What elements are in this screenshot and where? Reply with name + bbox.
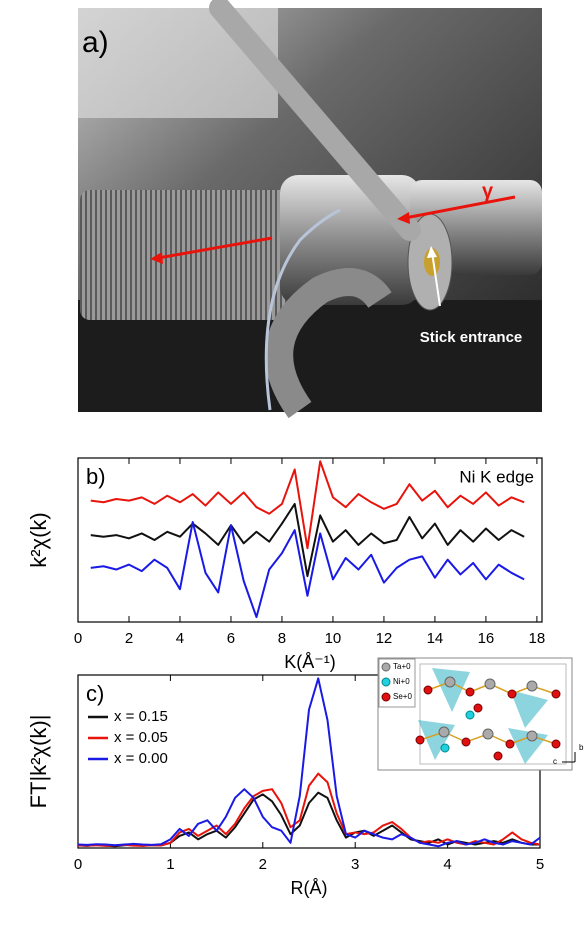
inset-axis-label: c [553,757,557,766]
photo-bellows [80,190,290,320]
inset-atom [551,689,561,699]
data-line [77,772,541,847]
inset-prism [508,728,548,764]
data-line [77,791,540,848]
inset-legend-label: Ta+0 [393,662,411,671]
inset-atom [484,678,496,690]
inset-atom [461,737,471,747]
y-axis-label: k²χ(k) [26,512,51,568]
inset-atom [465,710,475,720]
inset-atom [505,739,515,749]
inset-axis-label: b [579,743,584,752]
inset-atom [465,687,475,697]
x-tick-label: 3 [351,856,359,873]
inset-atom [482,728,494,740]
inset-prism [432,668,470,712]
data-line [90,502,525,578]
panel-label: b) [86,464,106,489]
inset-atom [438,726,450,738]
x-tick-label: 8 [278,630,286,647]
x-tick-label: 4 [176,630,184,647]
x-axis-label: R(Å) [291,878,328,898]
legend-label: x = 0.15 [114,708,168,725]
x-tick-label: 6 [227,630,235,647]
legend-label: x = 0.00 [114,750,168,767]
photo-hose [265,268,392,419]
x-tick-label: 12 [376,630,393,647]
inset-atom [551,739,561,749]
x-tick-label: 16 [478,630,495,647]
annotation: Ni K edge [459,467,534,486]
data-line [90,520,525,619]
inset-legend-swatch [381,692,391,702]
inset-atom [526,730,538,742]
x-tick-label: 4 [443,856,451,873]
inset-atom [415,735,425,745]
panel-label: c) [86,681,104,706]
photo-annotation: Stick entrance [420,329,523,346]
x-tick-label: 0 [74,856,82,873]
inset-legend-label: Se+0 [393,692,412,701]
inset-atom [473,703,483,713]
x-tick-label: 18 [529,630,546,647]
x-tick-label: 2 [259,856,267,873]
x-axis-label: K(Å⁻¹) [284,652,336,672]
inset-atom [423,685,433,695]
beam-label: γ [482,180,494,202]
photo: a) γ Stick entrance [78,0,542,419]
panel-label: a) [82,26,109,59]
x-tick-label: 1 [166,856,174,873]
inset-legend-label: Ni+0 [393,677,410,686]
data-line [90,460,525,550]
photo-arrow [404,195,516,220]
inset-prism [510,690,548,728]
photo-pointer-head [427,246,437,258]
inset-structure: Ta+0 Ni+0 Se+0 b c [377,657,584,771]
legend-label: x = 0.05 [114,729,168,746]
x-tick-label: 10 [325,630,342,647]
photo-pointer [431,251,441,307]
x-tick-label: 2 [125,630,133,647]
inset-atom [444,676,456,688]
photo-arrowhead [397,212,410,224]
inset-legend-swatch [381,662,391,672]
inset-cell [419,663,567,765]
data-line [77,677,541,848]
inset-atom [493,751,503,761]
photo-rod [209,0,421,241]
inset-atom [440,743,450,753]
x-tick-label: 5 [536,856,544,873]
inset-atom [507,689,517,699]
x-tick-label: 0 [74,630,82,647]
photo-arrowhead [150,252,163,264]
plot-frame [77,457,543,623]
x-tick-label: 14 [427,630,444,647]
y-axis-label: FT|k²χ(k)| [26,715,51,809]
inset-legend-swatch [381,677,391,687]
inset-atom [526,680,538,692]
photo-arrow [157,236,273,260]
photo-cable [264,208,341,411]
